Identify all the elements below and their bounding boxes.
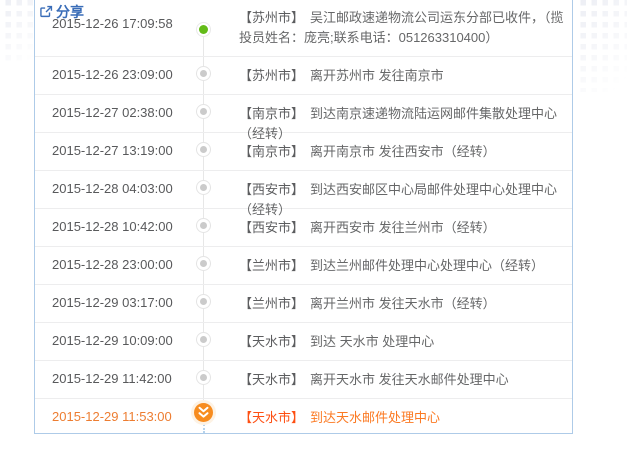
event-time: 2015-12-28 04:03:00 <box>52 181 173 196</box>
timeline-dot <box>196 332 211 347</box>
tracking-event-row: 2015-12-26 23:09:00 【苏州市】 离开苏州市 发往南京市 <box>35 57 572 95</box>
tracking-result-panel: 分享 2015-12-26 17:09:58 【苏州市】 吴江邮政速递物流公司运东… <box>34 0 573 434</box>
event-description: 【天水市】 到达天水邮件处理中心 <box>239 408 564 428</box>
timeline-dot <box>196 256 211 271</box>
event-time: 2015-12-29 11:53:00 <box>52 409 172 424</box>
tracking-event-row: 2015-12-28 10:42:00 【西安市】 离开西安市 发往兰州市（经转） <box>35 209 572 247</box>
share-button[interactable]: 分享 <box>39 2 84 22</box>
event-city: 【兰州市】 <box>239 258 305 273</box>
event-time: 2015-12-27 02:38:00 <box>52 105 173 120</box>
event-desc-text: 离开兰州市 发往天水市（经转） <box>310 296 496 311</box>
event-description: 【兰州市】 离开兰州市 发往天水市（经转） <box>239 294 564 314</box>
timeline-dot <box>196 22 211 37</box>
event-city: 【南京市】 <box>239 144 305 159</box>
timeline-dot <box>196 294 211 309</box>
event-city: 【兰州市】 <box>239 296 305 311</box>
timeline-dotted-tail <box>203 421 205 433</box>
event-desc-text: 离开南京市 发往西安市（经转） <box>310 144 496 159</box>
orange-double-chevron-icon <box>194 403 213 422</box>
tracking-timeline: 2015-12-26 17:09:58 【苏州市】 吴江邮政速递物流公司运东分部已… <box>35 0 572 433</box>
event-time: 2015-12-28 10:42:00 <box>52 219 173 234</box>
event-desc-text: 到达 天水市 处理中心 <box>310 334 435 349</box>
background-pattern-left <box>0 0 33 66</box>
timeline-dot <box>196 142 211 157</box>
timeline-dot <box>196 218 211 233</box>
tracking-event-row: 2015-12-29 10:09:00 【天水市】 到达 天水市 处理中心 <box>35 323 572 361</box>
event-city: 【天水市】 <box>239 334 305 349</box>
timeline-dot <box>196 104 211 119</box>
event-city: 【苏州市】 <box>239 68 305 83</box>
tracking-event-row: 2015-12-27 13:19:00 【南京市】 离开南京市 发往西安市（经转） <box>35 133 572 171</box>
event-description: 【苏州市】 离开苏州市 发往南京市 <box>239 66 564 86</box>
event-time: 2015-12-28 23:00:00 <box>52 257 173 272</box>
event-city: 【苏州市】 <box>239 10 305 25</box>
event-description: 【天水市】 离开天水市 发往天水邮件处理中心 <box>239 370 564 390</box>
event-description: 【西安市】 离开西安市 发往兰州市（经转） <box>239 218 564 238</box>
event-city: 【天水市】 <box>239 372 305 387</box>
event-city: 【天水市】 <box>239 410 305 425</box>
event-desc-text: 吴江邮政速递物流公司运东分部已收件，（揽投员姓名：庞亮;联系电话：0512633… <box>239 10 564 45</box>
tracking-event-row: 2015-12-29 11:42:00 【天水市】 离开天水市 发往天水邮件处理中… <box>35 361 572 399</box>
event-desc-text: 离开苏州市 发往南京市 <box>310 68 444 83</box>
timeline-dot <box>196 180 211 195</box>
tracking-event-row: 2015-12-26 17:09:58 【苏州市】 吴江邮政速递物流公司运东分部已… <box>35 0 572 57</box>
tracking-event-row: 2015-12-27 02:38:00 【南京市】 到达南京速递物流陆运网邮件集散… <box>35 95 572 141</box>
event-desc-text: 到达西安邮区中心局邮件处理中心处理中心（经转） <box>239 182 558 217</box>
event-city: 【西安市】 <box>239 182 305 197</box>
tracking-event-row: 2015-12-29 11:53:00 【天水市】 到达天水邮件处理中心 <box>35 399 572 434</box>
share-forward-icon <box>39 5 53 19</box>
event-description: 【南京市】 离开南京市 发往西安市（经转） <box>239 142 564 162</box>
event-time: 2015-12-29 03:17:00 <box>52 295 173 310</box>
event-description: 【西安市】 到达西安邮区中心局邮件处理中心处理中心（经转） <box>239 180 564 220</box>
event-city: 【西安市】 <box>239 220 305 235</box>
event-description: 【天水市】 到达 天水市 处理中心 <box>239 332 564 352</box>
event-city: 【南京市】 <box>239 106 305 121</box>
event-desc-text: 到达兰州邮件处理中心处理中心（经转） <box>310 258 545 273</box>
event-desc-text: 到达天水邮件处理中心 <box>310 410 441 425</box>
event-description: 【苏州市】 吴江邮政速递物流公司运东分部已收件，（揽投员姓名：庞亮;联系电话：05… <box>239 8 564 48</box>
tracking-event-row: 2015-12-28 23:00:00 【兰州市】 到达兰州邮件处理中心处理中心（… <box>35 247 572 285</box>
event-desc-text: 离开天水市 发往天水邮件处理中心 <box>310 372 509 387</box>
event-time: 2015-12-29 11:42:00 <box>52 371 172 386</box>
event-time: 2015-12-29 10:09:00 <box>52 333 173 348</box>
event-desc-text: 到达南京速递物流陆运网邮件集散处理中心（经转） <box>239 106 558 141</box>
tracking-event-row: 2015-12-28 04:03:00 【西安市】 到达西安邮区中心局邮件处理中心… <box>35 171 572 217</box>
tracking-event-row: 2015-12-29 03:17:00 【兰州市】 离开兰州市 发往天水市（经转） <box>35 285 572 323</box>
event-desc-text: 离开西安市 发往兰州市（经转） <box>310 220 496 235</box>
timeline-dot <box>196 370 211 385</box>
event-description: 【兰州市】 到达兰州邮件处理中心处理中心（经转） <box>239 256 564 276</box>
background-pattern-right <box>575 0 627 92</box>
event-time: 2015-12-26 17:09:58 <box>52 16 173 31</box>
event-time: 2015-12-26 23:09:00 <box>52 67 173 82</box>
event-time: 2015-12-27 13:19:00 <box>52 143 173 158</box>
event-description: 【南京市】 到达南京速递物流陆运网邮件集散处理中心（经转） <box>239 104 564 144</box>
timeline-dot <box>196 66 211 81</box>
share-label: 分享 <box>56 4 84 20</box>
